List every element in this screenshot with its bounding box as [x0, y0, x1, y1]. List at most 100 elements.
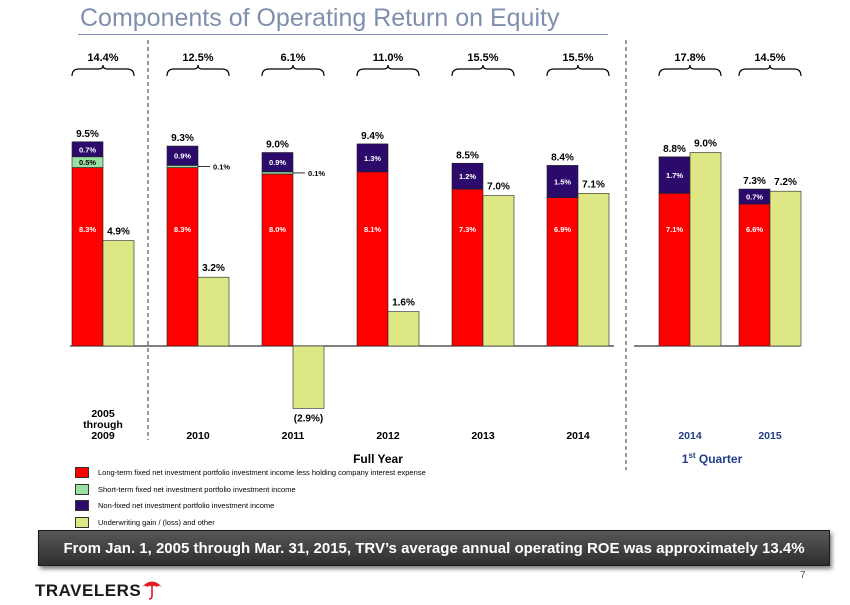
legend-swatch-underwriting: [75, 516, 89, 528]
roe-label: 17.8%: [674, 52, 705, 64]
roe-brace: [658, 64, 722, 77]
legend-label: Long-term fixed net investment portfolio…: [98, 468, 426, 477]
roe-label: 14.5%: [754, 52, 785, 64]
underwriting-value-label: 7.2%: [774, 177, 797, 188]
bar-non-fixed: [166, 145, 199, 166]
page-number: 7: [800, 570, 806, 581]
bar-underwriting: [292, 345, 325, 409]
legend-label: Underwriting gain / (loss) and other: [98, 517, 215, 527]
page-title: Components of Operating Return on Equity: [80, 4, 560, 32]
roe-brace: [71, 64, 135, 77]
roe-label: 14.4%: [87, 52, 118, 64]
bar-non-fixed: [71, 141, 104, 158]
long-term-value-label: 7.3%: [459, 225, 476, 234]
non-fixed-value-label: 1.7%: [666, 171, 683, 180]
umbrella-icon: [142, 581, 163, 600]
long-term-value-label: 7.1%: [666, 225, 683, 234]
underwriting-value-label: 7.1%: [582, 179, 605, 190]
bar-underwriting: [769, 190, 802, 347]
roe-label: 15.5%: [562, 52, 593, 64]
long-term-value-label: 8.3%: [174, 225, 191, 234]
non-fixed-value-label: 1.3%: [364, 154, 381, 163]
stack-total-label: 9.5%: [76, 129, 99, 140]
bar-non-fixed: [546, 165, 579, 198]
category-label: 2012: [376, 430, 400, 442]
roe-brace: [738, 64, 802, 77]
bar-short-term: [166, 165, 199, 168]
legend-swatch-short-term: [75, 483, 89, 495]
bar-non-fixed: [261, 152, 294, 173]
stack-total-label: 8.5%: [456, 150, 479, 161]
underwriting-value-label: 1.6%: [392, 298, 415, 309]
bar-non-fixed: [451, 162, 484, 190]
roe-brace: [546, 64, 610, 77]
non-fixed-value-label: 0.7%: [746, 193, 763, 202]
stack-total-label: 8.8%: [663, 144, 686, 155]
legend-item-non-fixed: Non-fixed net investment portfolio inves…: [75, 498, 426, 513]
category-label: 2009: [91, 430, 115, 442]
non-fixed-value-label: 1.2%: [459, 172, 476, 181]
legend-swatch-long-term: [75, 467, 89, 478]
bar-underwriting: [387, 311, 420, 347]
bar-underwriting: [197, 276, 230, 347]
category-label: 2014: [566, 430, 590, 442]
legend-item-short-term: Short-term fixed net investment portfoli…: [75, 482, 426, 497]
bar-non-fixed: [356, 143, 389, 173]
short-term-value-label: 0.1%: [213, 162, 230, 171]
non-fixed-value-label: 0.9%: [174, 152, 191, 161]
roe-brace: [451, 64, 515, 77]
category-label: 2011: [282, 430, 305, 442]
legend-label: Short-term fixed net investment portfoli…: [98, 484, 296, 494]
stack-total-label: 9.0%: [266, 140, 289, 151]
category-label: 2005: [91, 408, 115, 420]
bar-underwriting: [102, 240, 135, 347]
underwriting-value-label: 9.0%: [694, 139, 717, 150]
non-fixed-value-label: 0.7%: [79, 145, 96, 154]
roe-label: 12.5%: [182, 52, 213, 64]
travelers-logo: TRAVELERS: [35, 577, 163, 601]
bar-non-fixed: [658, 156, 691, 194]
category-label: 2014: [678, 430, 702, 442]
bar-long-term: [166, 167, 199, 347]
long-term-value-label: 6.9%: [554, 225, 571, 234]
short-term-value-label: 0.5%: [79, 158, 96, 167]
category-label: 2015: [758, 430, 782, 442]
title-underline: [78, 34, 608, 35]
first-quarter-label: 1st Quarter: [682, 451, 743, 466]
bar-long-term: [261, 173, 294, 347]
bar-underwriting: [689, 152, 722, 347]
bar-underwriting: [482, 195, 515, 347]
category-label: 2010: [186, 430, 210, 442]
category-label: through: [83, 419, 123, 431]
long-term-value-label: 8.1%: [364, 225, 381, 234]
legend-item-long-term: Long-term fixed net investment portfolio…: [75, 465, 426, 480]
non-fixed-value-label: 0.9%: [269, 158, 286, 167]
full-year-label: Full Year: [353, 452, 403, 466]
stack-total-label: 9.4%: [361, 131, 384, 142]
bar-short-term: [261, 171, 294, 175]
legend-item-underwriting: Underwriting gain / (loss) and other: [75, 515, 426, 530]
bar-long-term: [658, 193, 691, 347]
stack-total-label: 7.3%: [743, 176, 766, 187]
logo-wordmark: TRAVELERS: [35, 581, 142, 600]
bar-long-term: [451, 188, 484, 347]
legend-swatch-non-fixed: [75, 500, 89, 512]
long-term-value-label: 8.3%: [79, 225, 96, 234]
long-term-value-label: 6.6%: [746, 225, 763, 234]
bar-long-term: [738, 203, 771, 347]
legend-label: Non-fixed net investment portfolio inves…: [98, 501, 275, 511]
chart-legend: Long-term fixed net investment portfolio…: [75, 465, 426, 531]
underwriting-value-label: 4.9%: [107, 227, 130, 238]
roe-label: 6.1%: [280, 52, 305, 64]
roe-label: 15.5%: [467, 52, 498, 64]
roe-brace: [261, 64, 325, 77]
bar-long-term: [546, 197, 579, 347]
roe-label: 11.0%: [373, 52, 404, 64]
roe-brace: [166, 64, 230, 77]
bar-underwriting: [577, 193, 610, 347]
non-fixed-value-label: 1.5%: [554, 178, 571, 187]
summary-banner: From Jan. 1, 2005 through Mar. 31, 2015,…: [38, 530, 830, 566]
underwriting-value-label: 3.2%: [202, 263, 225, 274]
underwriting-value-label: (2.9%): [294, 413, 323, 424]
roe-brace: [356, 64, 420, 77]
